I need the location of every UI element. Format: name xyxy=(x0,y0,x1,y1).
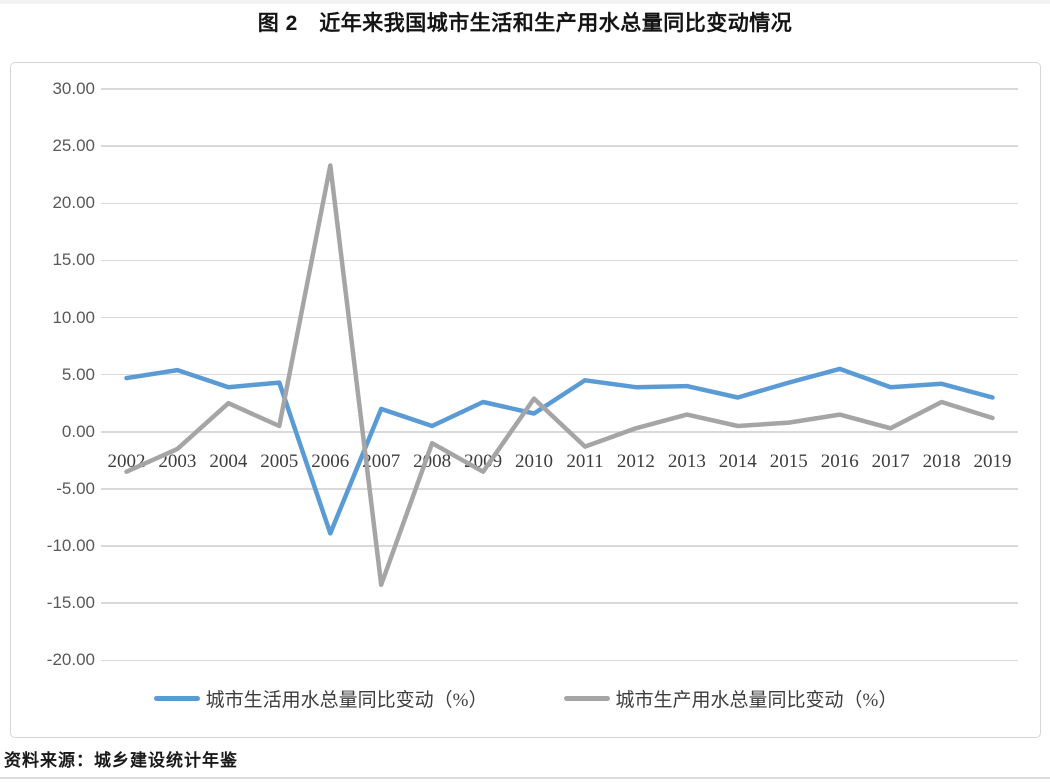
y-axis-tick-label: 0.00 xyxy=(61,421,95,441)
x-axis-year-label: 2014 xyxy=(718,450,757,472)
y-axis-tick-label: -10.00 xyxy=(46,536,95,555)
x-axis-year-label: 2013 xyxy=(667,450,706,472)
y-axis-tick-label: 10.00 xyxy=(52,307,95,327)
legend-swatch xyxy=(563,696,610,701)
y-axis-tick-label: 20.00 xyxy=(52,193,95,213)
x-axis-year-label: 2017 xyxy=(871,450,910,472)
gridline xyxy=(101,316,1018,319)
x-axis-year-label: 2007 xyxy=(362,450,401,472)
legend-item-1: 城市生活用水总量同比变动（%） xyxy=(153,685,488,712)
gridline xyxy=(101,545,1018,547)
y-axis-tick-label: -15.00 xyxy=(46,593,95,613)
gridline xyxy=(101,431,1018,433)
legend-label: 城市生活用水总量同比变动（%） xyxy=(205,690,488,711)
legend-swatch xyxy=(153,696,200,701)
top-divider xyxy=(0,0,1050,4)
chart-legend: 城市生活用水总量同比变动（%） 城市生产用水总量同比变动（%） xyxy=(11,685,1040,712)
x-axis-year-label: 2011 xyxy=(566,450,604,472)
series-lines xyxy=(124,163,995,588)
x-axis-year-label: 2003 xyxy=(158,450,197,472)
chart-title: 图 2 近年来我国城市生活和生产用水总量同比变动情况 xyxy=(257,12,793,35)
legend-label: 城市生产用水总量同比变动（%） xyxy=(615,690,898,711)
y-axis-tick-label: -20.00 xyxy=(46,650,95,670)
source-note: 资料来源：城乡建设统计年鉴 xyxy=(4,751,238,770)
bottom-divider xyxy=(0,777,1050,779)
x-axis-year-label: 2004 xyxy=(209,450,248,472)
gridline xyxy=(101,88,1018,90)
gridline xyxy=(101,259,1018,262)
x-axis-year-label: 2012 xyxy=(616,450,655,472)
x-axis-year-label: 2015 xyxy=(769,450,808,472)
series-line-1 xyxy=(124,366,995,536)
legend-item-2: 城市生产用水总量同比变动（%） xyxy=(563,685,898,712)
x-axis-year-label: 2010 xyxy=(515,450,554,472)
gridline xyxy=(101,659,1018,661)
gridline xyxy=(101,145,1018,147)
chart-area: 30.00 25.00 20.00 15.00 10.00 5.00 0.00 -5.00 -1… xyxy=(10,62,1041,738)
x-axis-year-label: 2006 xyxy=(311,450,350,472)
gridline xyxy=(101,373,1018,376)
gridline xyxy=(101,488,1018,490)
series-line-2 xyxy=(124,163,995,588)
y-axis-tick-label: 15.00 xyxy=(52,250,95,270)
y-axis-tick-label: 5.00 xyxy=(61,364,95,384)
x-axis-year-label: 2019 xyxy=(973,450,1012,472)
y-axis-tick-label: 25.00 xyxy=(52,136,95,156)
gridline xyxy=(101,602,1018,604)
y-axis-tick-label: -5.00 xyxy=(56,478,95,498)
gridline xyxy=(101,202,1018,204)
x-axis-year-label: 2005 xyxy=(260,450,299,472)
x-axis-year-label: 2018 xyxy=(922,450,961,472)
y-axis-tick-label: 30.00 xyxy=(52,79,95,98)
x-axis-year-label: 2016 xyxy=(820,450,859,472)
